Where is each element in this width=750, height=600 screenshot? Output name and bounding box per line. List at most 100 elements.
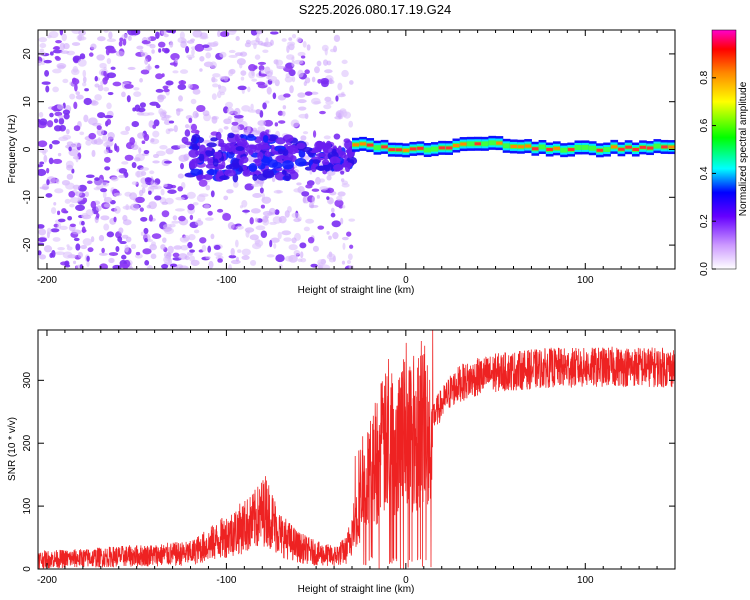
noise-speckle — [262, 102, 267, 110]
noise-speckle — [82, 197, 88, 203]
noise-speckle — [176, 108, 181, 116]
noise-speckle — [184, 129, 191, 137]
carrier-speckle — [242, 165, 248, 171]
snr-ylabel: SNR (10 * v/v) — [7, 417, 18, 481]
spectrogram-xtick-label: -200 — [37, 275, 57, 286]
carrier-speckle — [315, 152, 327, 158]
noise-speckle — [58, 114, 64, 119]
carrier-band-core — [409, 147, 417, 151]
carrier-band-core — [388, 148, 396, 152]
noise-speckle — [114, 206, 121, 214]
carrier-speckle — [272, 162, 283, 169]
noise-speckle — [323, 135, 331, 140]
noise-speckle — [38, 228, 47, 236]
noise-speckle — [81, 228, 87, 233]
noise-speckle — [139, 207, 144, 212]
spectrogram-xtick-label: 100 — [577, 275, 594, 286]
noise-speckle — [143, 227, 149, 235]
carrier-band-core — [474, 142, 482, 146]
noise-speckle — [273, 189, 283, 194]
carrier-speckle — [191, 143, 197, 148]
noise-speckle — [79, 53, 86, 60]
noise-speckle — [266, 86, 272, 95]
noise-speckle — [163, 119, 171, 126]
noise-speckle — [311, 196, 316, 204]
noise-speckle — [165, 80, 174, 86]
noise-speckle — [219, 91, 225, 96]
noise-speckle — [196, 105, 206, 113]
carrier-band-core — [632, 148, 640, 152]
noise-speckle — [337, 191, 346, 197]
noise-speckle — [141, 140, 146, 145]
noise-speckle — [304, 91, 313, 96]
noise-speckle — [90, 100, 99, 106]
carrier-speckle — [282, 134, 294, 143]
noise-speckle — [103, 30, 109, 33]
noise-speckle — [135, 251, 141, 256]
noise-speckle — [270, 39, 274, 46]
noise-speckle — [75, 91, 80, 95]
carrier-speckle — [287, 144, 299, 155]
snr-ytick-label: 100 — [22, 497, 33, 514]
noise-speckle — [137, 132, 145, 139]
noise-speckle — [180, 79, 184, 85]
noise-speckle — [241, 199, 248, 208]
carrier-speckle — [281, 160, 294, 170]
noise-speckle — [103, 149, 109, 155]
noise-speckle — [291, 60, 295, 68]
noise-speckle — [105, 48, 110, 56]
noise-speckle — [125, 126, 131, 132]
noise-speckle — [165, 148, 174, 155]
noise-speckle — [152, 154, 160, 159]
carrier-band-inner — [481, 141, 489, 147]
noise-speckle — [69, 197, 80, 204]
noise-speckle — [86, 260, 90, 267]
noise-speckle — [223, 126, 229, 130]
noise-speckle — [264, 66, 271, 75]
noise-speckle — [81, 212, 89, 219]
carrier-band-core — [553, 146, 561, 150]
carrier-band-core — [438, 146, 446, 150]
noise-speckle — [103, 141, 113, 148]
noise-speckle — [255, 225, 266, 231]
noise-speckle — [346, 231, 352, 237]
carrier-band-inner — [588, 145, 597, 151]
noise-speckle — [169, 263, 178, 268]
noise-speckle — [299, 242, 307, 249]
noise-speckle — [103, 86, 110, 92]
carrier-speckle — [248, 163, 258, 172]
carrier-speckle — [262, 134, 269, 143]
noise-speckle — [86, 255, 90, 262]
noise-speckle — [150, 137, 155, 143]
noise-speckle — [94, 75, 98, 82]
noise-speckle — [58, 117, 65, 125]
noise-speckle — [38, 140, 48, 148]
noise-speckle — [106, 38, 117, 43]
noise-speckle — [317, 78, 322, 84]
noise-speckle — [79, 264, 84, 269]
noise-speckle — [237, 85, 247, 91]
spectrogram-ytick-label: 0 — [22, 146, 33, 152]
noise-speckle — [208, 260, 214, 269]
noise-speckle — [282, 105, 287, 110]
noise-speckle — [227, 222, 235, 230]
carrier-band-inner — [488, 140, 497, 146]
noise-speckle — [234, 107, 241, 116]
noise-speckle — [46, 120, 54, 128]
snr-xtick-label: -200 — [37, 575, 57, 586]
noise-speckle — [250, 30, 258, 36]
carrier-band-core — [517, 145, 525, 149]
spectrogram-ytick-label: 10 — [22, 96, 33, 108]
noise-speckle — [78, 184, 87, 192]
carrier-band-inner — [538, 144, 547, 150]
noise-speckle — [124, 154, 134, 161]
noise-speckle — [183, 235, 190, 242]
noise-speckle — [302, 41, 307, 48]
noise-speckle — [149, 101, 159, 106]
carrier-speckle — [212, 158, 219, 167]
noise-speckle — [204, 217, 214, 221]
noise-speckle — [162, 226, 172, 232]
noise-speckle — [219, 31, 230, 38]
noise-speckle — [110, 176, 119, 182]
